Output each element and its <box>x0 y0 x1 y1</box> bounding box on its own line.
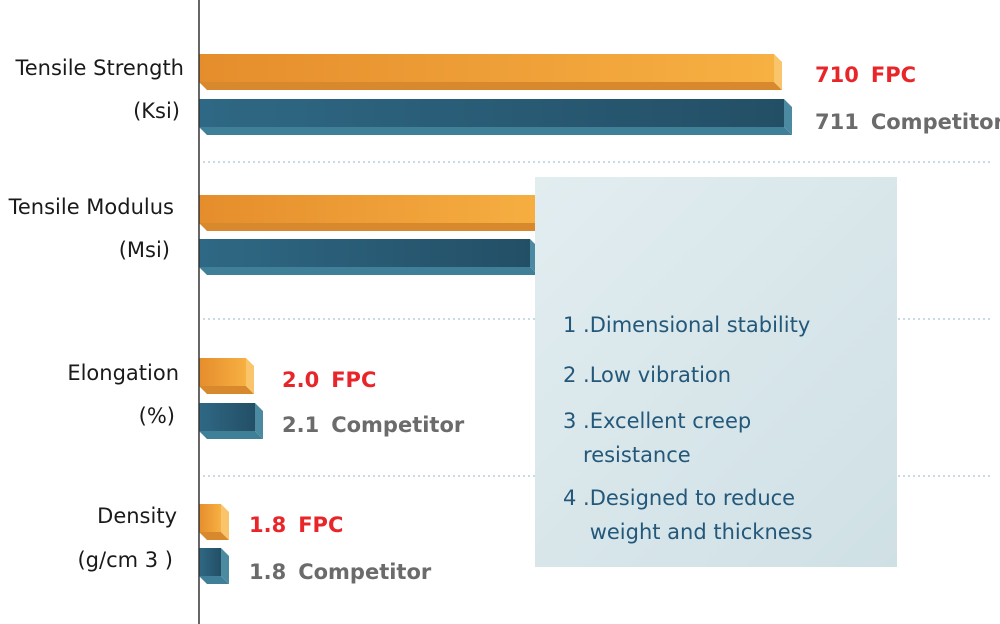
bar-competitor <box>199 239 538 275</box>
value-label-competitor: 2.1 Competitor <box>282 413 464 437</box>
bar-fpc-front <box>199 358 246 386</box>
bar-fpc <box>199 504 229 540</box>
bar-fpc <box>199 195 564 231</box>
bar-fpc-bottom <box>199 82 782 90</box>
bar-fpc-front <box>199 54 774 82</box>
value-number: 711 <box>815 110 859 134</box>
value-number: 2.0 <box>282 368 320 392</box>
bar-competitor-side <box>784 99 792 135</box>
info-list-item: 1 .Dimensional stability <box>563 308 810 342</box>
bar-fpc-side <box>246 358 254 394</box>
bar-fpc <box>199 358 254 394</box>
bar-fpc-side <box>774 54 782 90</box>
series-name: FPC <box>331 368 377 392</box>
bars-layer <box>199 54 792 584</box>
info-line: resistance <box>563 443 691 467</box>
info-line: weight and thickness <box>563 520 813 544</box>
category-unit-label: (g/cm 3 ) <box>77 548 173 572</box>
category-label: Elongation <box>67 361 179 385</box>
info-line: 3 .Excellent creep <box>563 409 752 433</box>
category-unit-label: (%) <box>138 404 175 428</box>
category-unit-label: (Ksi) <box>133 99 180 123</box>
value-label-fpc: 1.8 FPC <box>249 513 343 537</box>
series-name: FPC <box>870 63 916 87</box>
value-number: 1.8 <box>249 513 287 537</box>
category-unit-label: (Msi) <box>118 238 170 262</box>
value-number: 2.1 <box>282 413 320 437</box>
info-line: 2 .Low vibration <box>563 363 732 387</box>
bar-competitor-front <box>199 403 255 431</box>
bar-competitor <box>199 548 229 584</box>
category-label: Tensile Strength <box>15 56 184 80</box>
bar-fpc-front <box>199 195 556 223</box>
bar-competitor-bottom <box>199 127 792 135</box>
bar-competitor-front <box>199 548 221 576</box>
value-label-competitor: 711 Competitor <box>815 110 1000 134</box>
value-label-competitor: 1.8 Competitor <box>249 560 431 584</box>
value-number: 710 <box>815 63 859 87</box>
bar-competitor-side <box>255 403 263 439</box>
bar-competitor-bottom <box>199 267 538 275</box>
series-name: FPC <box>298 513 344 537</box>
bar-fpc-bottom <box>199 223 564 231</box>
bar-competitor-bottom <box>199 431 263 439</box>
bar-fpc-side <box>221 504 229 540</box>
info-line: 1 .Dimensional stability <box>563 313 811 337</box>
info-box <box>535 177 897 567</box>
bar-competitor-front <box>199 239 530 267</box>
bar-competitor-front <box>199 99 784 127</box>
series-name: Competitor <box>870 110 1000 134</box>
value-label-fpc: 710 FPC <box>815 63 916 87</box>
category-label: Tensile Modulus <box>8 195 174 219</box>
series-name: Competitor <box>298 560 432 584</box>
bar-fpc-front <box>199 504 221 532</box>
category-label: Density <box>97 504 177 528</box>
info-line: 4 .Designed to reduce <box>563 486 796 510</box>
info-list-item: 2 .Low vibration <box>563 358 731 392</box>
bar-competitor <box>199 99 792 135</box>
value-label-fpc: 2.0 FPC <box>282 368 376 392</box>
bar-competitor-bottom <box>199 576 229 584</box>
bar-fpc-bottom <box>199 386 254 394</box>
series-name: Competitor <box>331 413 465 437</box>
info-list-item: 3 .Excellent creep resistance <box>563 404 751 472</box>
bar-competitor <box>199 403 263 439</box>
bar-fpc <box>199 54 782 90</box>
info-list-item: 4 .Designed to reduce weight and thickne… <box>563 481 813 549</box>
bar-competitor-side <box>221 548 229 584</box>
value-number: 1.8 <box>249 560 287 584</box>
bar-fpc-bottom <box>199 532 229 540</box>
